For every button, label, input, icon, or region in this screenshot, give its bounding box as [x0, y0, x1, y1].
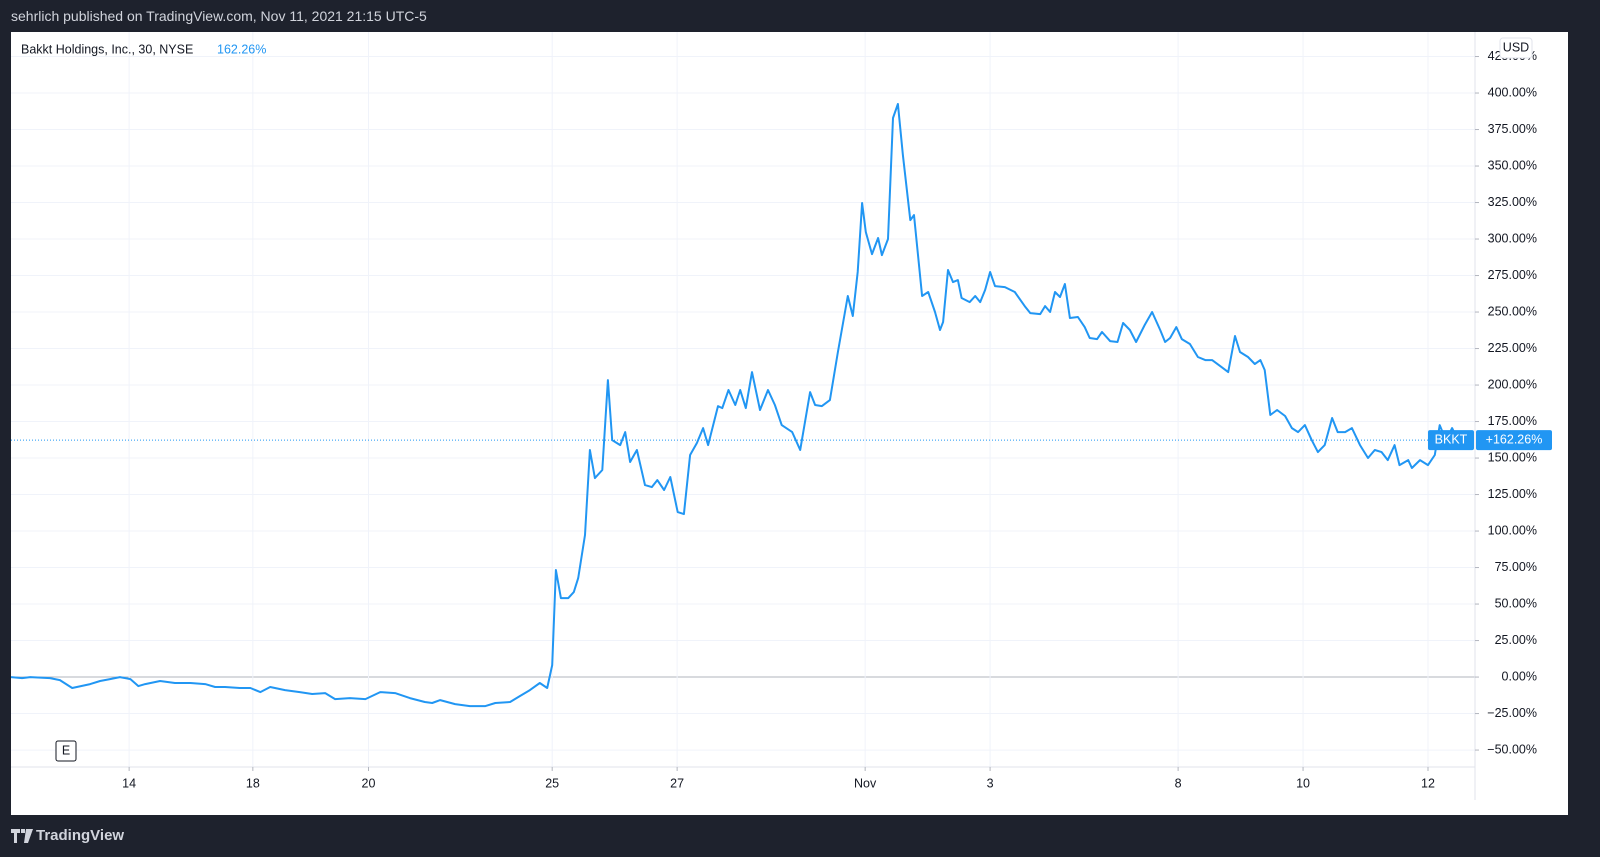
- value-badge: [1476, 430, 1552, 451]
- x-tick-label: 8: [1175, 776, 1182, 790]
- y-tick-label: 350.00%: [1488, 158, 1537, 172]
- y-tick-label: 175.00%: [1488, 414, 1537, 428]
- publisher-bar: sehrlich published on TradingView.com, N…: [0, 0, 1600, 32]
- y-tick-label: 75.00%: [1495, 560, 1537, 574]
- x-tick-label: 14: [122, 776, 136, 790]
- y-tick-label: 125.00%: [1488, 487, 1537, 501]
- chart: −50.00% −25.00% 0.00% 25.00% 50.00% 75.00% 100…: [11, 32, 1568, 815]
- x-tick-label: 20: [362, 776, 376, 790]
- grid: [11, 32, 1475, 767]
- x-tick-label: 10: [1296, 776, 1310, 790]
- y-tick-label: 250.00%: [1488, 304, 1537, 318]
- series-badge: [1428, 430, 1474, 451]
- brand-name[interactable]: TradingView: [36, 827, 125, 844]
- x-tick-label: Nov: [854, 776, 877, 790]
- y-tick-label: 225.00%: [1488, 341, 1537, 355]
- x-tick-label: 25: [545, 776, 559, 790]
- x-tick-label: 12: [1421, 776, 1435, 790]
- footer-bar: TradingView: [0, 815, 1600, 857]
- publisher-line: sehrlich published on TradingView.com, N…: [11, 8, 427, 24]
- y-tick-label: 300.00%: [1488, 231, 1537, 245]
- earnings-marker-box[interactable]: [55, 740, 77, 762]
- y-tick-label: 325.00%: [1488, 195, 1537, 209]
- y-tick-label: 25.00%: [1495, 633, 1537, 647]
- y-tick-label: 0.00%: [1502, 669, 1537, 683]
- brand-logo: [11, 829, 33, 843]
- y-tick-label: 400.00%: [1488, 85, 1537, 99]
- axes: −50.00% −25.00% 0.00% 25.00% 50.00% 75.00% 100…: [122, 37, 1552, 790]
- x-tick-label: 3: [987, 776, 994, 790]
- y-tick-label: 50.00%: [1495, 596, 1537, 610]
- y-tick-label: 375.00%: [1488, 122, 1537, 136]
- currency-label: USD: [1503, 40, 1529, 54]
- earnings-marker[interactable]: E: [62, 743, 70, 757]
- x-tick-label: 18: [246, 776, 260, 790]
- y-tick-label: 200.00%: [1488, 377, 1537, 391]
- y-tick-label: −25.00%: [1487, 706, 1537, 720]
- value-badge-label: +162.26%: [1486, 432, 1543, 446]
- y-tick-label: 150.00%: [1488, 450, 1537, 464]
- price-line: [11, 103, 1459, 708]
- change-label: 162.26%: [217, 42, 266, 56]
- x-tick-label: 27: [670, 776, 684, 790]
- series-name: BKKT: [1435, 432, 1468, 446]
- symbol-title: Bakkt Holdings, Inc., 30, NYSE: [21, 42, 193, 56]
- plot: [11, 103, 1475, 708]
- y-tick-label: 100.00%: [1488, 523, 1537, 537]
- chart-background: [11, 32, 1568, 815]
- currency-box: [1499, 37, 1533, 59]
- y-tick-label: −50.00%: [1487, 742, 1537, 756]
- y-tick-label: 275.00%: [1488, 268, 1537, 282]
